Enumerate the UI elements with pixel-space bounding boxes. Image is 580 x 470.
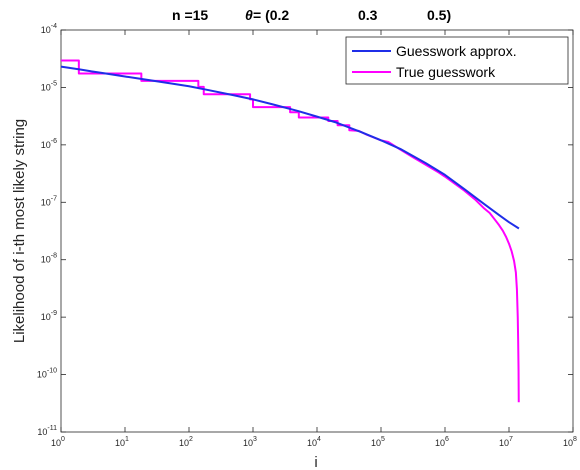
y-tick-label: 10-6 <box>41 138 57 150</box>
legend-label-guesswork-approx: Guesswork approx. <box>396 43 517 59</box>
y-tick-label: 10-11 <box>37 425 57 437</box>
x-tick-label: 106 <box>435 436 449 448</box>
chart-title-theta-second: 0.3 <box>358 7 378 23</box>
y-axis-ticks: 10-11 10-10 10-9 10-8 10-7 10-6 10-5 10-4 <box>37 23 573 437</box>
y-tick-label: 10-5 <box>41 80 57 92</box>
y-axis-label: Likelihood of i-th most likely string <box>11 119 28 343</box>
chart-title-theta-third: 0.5) <box>427 7 451 23</box>
x-tick-label: 103 <box>243 436 257 448</box>
chart-title-n: n =15 <box>172 7 208 23</box>
y-tick-label: 10-4 <box>41 23 57 35</box>
x-tick-label: 101 <box>115 436 129 448</box>
series-layer <box>60 59 520 403</box>
chart-title-theta-symbol: θ <box>245 7 253 23</box>
legend-box <box>345 36 569 85</box>
series-line-guesswork-approx <box>60 65 520 230</box>
x-tick-label: 107 <box>499 436 513 448</box>
y-tick-label: 10-7 <box>41 195 57 207</box>
y-tick-label: 10-8 <box>41 253 57 265</box>
x-tick-label: 102 <box>179 436 193 448</box>
legend: Guesswork approx. True guesswork <box>345 36 569 85</box>
x-tick-label: 100 <box>51 436 65 448</box>
y-tick-label: 10-10 <box>37 368 57 380</box>
x-tick-label: 108 <box>563 436 577 448</box>
x-axis-ticks: 100 101 102 103 104 105 106 107 108 <box>51 30 577 448</box>
x-tick-label: 104 <box>307 436 321 448</box>
chart-title-theta-first: = (0.2 <box>253 7 289 23</box>
x-tick-label: 105 <box>371 436 385 448</box>
y-tick-label: 10-9 <box>41 310 57 322</box>
x-axis-label: i <box>314 454 317 470</box>
legend-label-true-guesswork: True guesswork <box>396 64 496 80</box>
